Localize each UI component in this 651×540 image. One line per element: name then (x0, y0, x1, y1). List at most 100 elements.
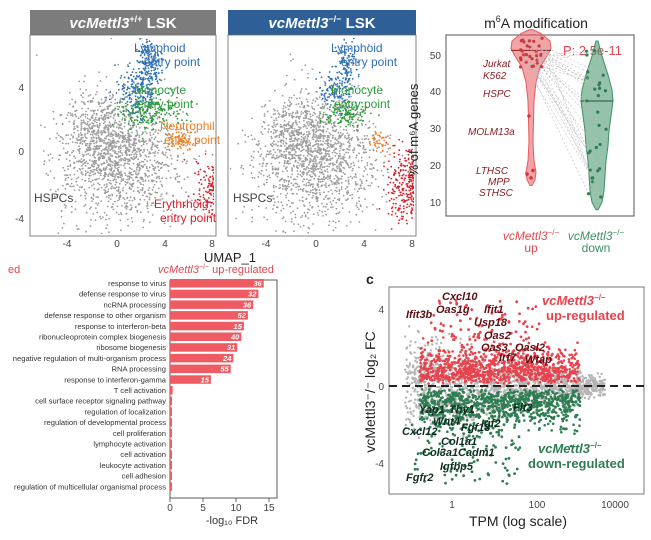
umap-point (120, 74, 123, 77)
umap-point (342, 157, 344, 160)
umap-point (315, 128, 318, 131)
umap-point (348, 166, 351, 169)
umap-point (154, 129, 157, 132)
umap-point (341, 44, 344, 47)
umap-point (107, 133, 110, 135)
umap-point (136, 186, 139, 189)
umap-point (176, 117, 179, 120)
umap-point (125, 158, 128, 161)
umap-point (280, 209, 282, 212)
umap-point (144, 179, 147, 182)
umap-point (109, 179, 112, 182)
umap-point (106, 105, 109, 108)
umap-point (353, 164, 355, 167)
umap-point (241, 129, 244, 132)
umap-point (168, 112, 171, 115)
umap-point (362, 144, 365, 147)
umap-point (151, 164, 154, 166)
umap-point (143, 158, 146, 161)
umap-point (173, 104, 175, 107)
umap-point (177, 143, 180, 146)
umap-point (140, 70, 143, 73)
umap-point (275, 157, 278, 159)
umap-point (203, 187, 205, 189)
umap-point (108, 168, 111, 171)
umap-point (163, 127, 165, 130)
umap-point (293, 153, 296, 156)
umap-point (97, 134, 100, 137)
umap-point (123, 125, 126, 128)
umap-point (146, 195, 149, 198)
umap-point (295, 154, 298, 157)
umap-point (149, 139, 152, 141)
umap-point (75, 137, 78, 140)
umap-point (140, 83, 143, 86)
umap-point (356, 206, 359, 209)
umap-point (75, 177, 78, 180)
umap-point (152, 92, 155, 95)
umap-point (67, 142, 70, 145)
umap-point (282, 115, 284, 118)
umap-point (163, 222, 166, 225)
umap-point (97, 196, 99, 199)
umap-point (138, 107, 141, 110)
umap-point (138, 169, 141, 171)
umap-point (378, 139, 381, 142)
umap-point (69, 164, 72, 166)
umap-point (142, 226, 145, 229)
umap-point (327, 208, 329, 211)
umap-point (368, 140, 371, 143)
umap-point (119, 149, 122, 152)
umap-point (332, 220, 335, 223)
umap-point (91, 184, 93, 187)
umap-point (282, 140, 285, 143)
umap-point (292, 202, 294, 205)
umap-point (317, 205, 320, 208)
umap-point (277, 145, 279, 147)
umap-point (64, 152, 67, 154)
umap-point (179, 145, 181, 148)
umap-point (212, 178, 214, 181)
umap-point (91, 116, 93, 119)
umap-point (425, 165, 427, 167)
umap-point (154, 108, 157, 110)
umap-point (334, 189, 336, 192)
umap-point (123, 164, 125, 167)
umap-point (271, 172, 274, 175)
umap-point (355, 213, 358, 216)
umap-point (117, 123, 119, 126)
umap-point (304, 145, 307, 147)
umap-point (343, 45, 346, 47)
umap-point (313, 150, 316, 153)
umap-point (343, 39, 346, 41)
umap-point (90, 109, 92, 112)
umap-point (290, 220, 293, 223)
umap-point (224, 205, 226, 207)
umap-point (118, 146, 120, 149)
umap-point (112, 149, 115, 152)
umap-point (194, 137, 197, 140)
umap-point (365, 151, 368, 154)
umap-point (376, 147, 378, 150)
umap-point (351, 84, 353, 87)
umap-point (329, 201, 332, 203)
umap-point (304, 137, 306, 140)
umap-point (282, 114, 285, 116)
umap-point (288, 185, 290, 188)
umap-point (344, 54, 346, 56)
umap-point (297, 144, 300, 146)
umap-point (55, 137, 58, 139)
umap-point (102, 157, 104, 160)
umap-point (290, 97, 293, 99)
umap-point (119, 172, 122, 174)
umap-point (421, 162, 423, 164)
umap-point (194, 131, 197, 134)
umap-point (308, 110, 310, 113)
umap-point (57, 134, 60, 137)
umap-point (96, 91, 98, 93)
umap-point (146, 107, 149, 109)
umap-point (94, 151, 97, 153)
umap-point (117, 150, 120, 153)
umap-point (347, 180, 350, 183)
umap-point (159, 65, 162, 68)
